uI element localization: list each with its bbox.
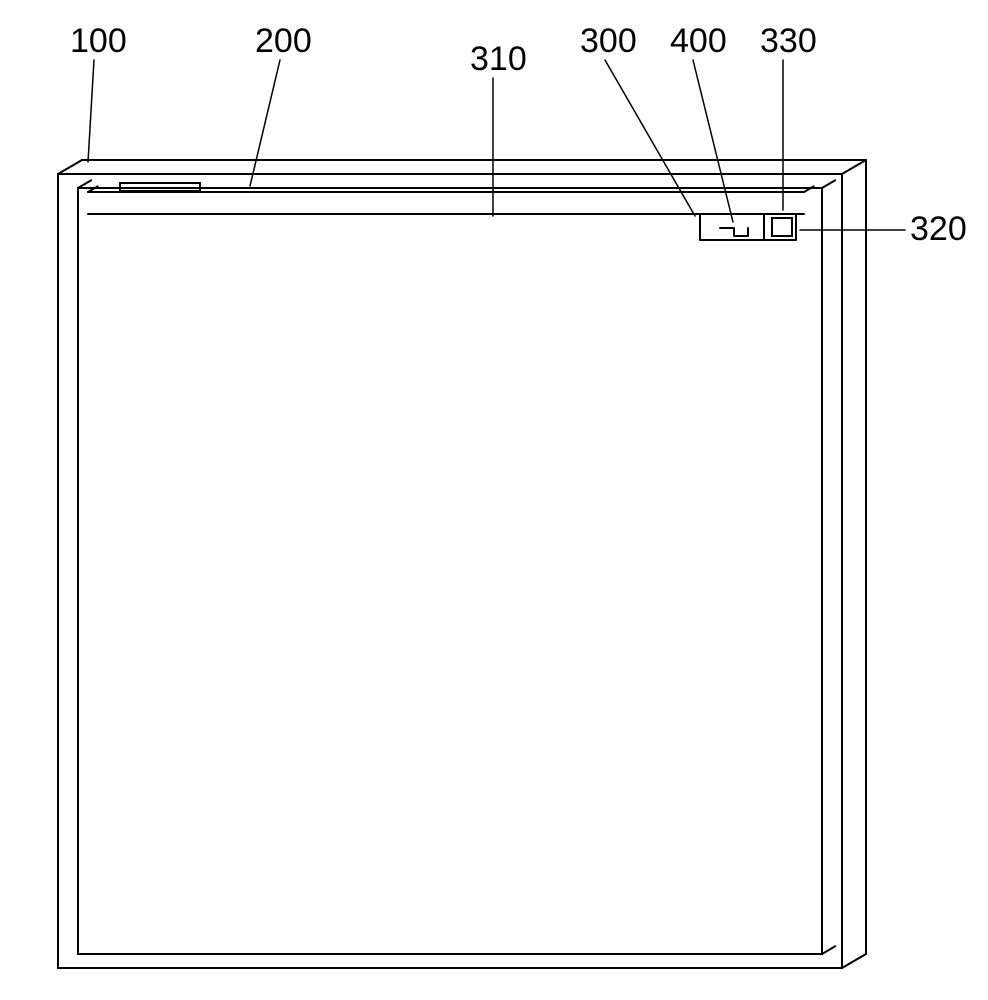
inner-opening (78, 188, 822, 954)
callout-300: 300 (580, 22, 637, 60)
leader-l400 (693, 60, 733, 222)
callout-310: 310 (470, 40, 527, 78)
callout-320: 320 (910, 210, 967, 248)
outer-housing (58, 174, 842, 968)
callout-400: 400 (670, 22, 727, 60)
leader-l100 (88, 60, 94, 162)
callout-100: 100 (70, 22, 127, 60)
callout-330: 330 (760, 22, 817, 60)
callout-200: 200 (255, 22, 312, 60)
leader-l200 (250, 60, 280, 186)
